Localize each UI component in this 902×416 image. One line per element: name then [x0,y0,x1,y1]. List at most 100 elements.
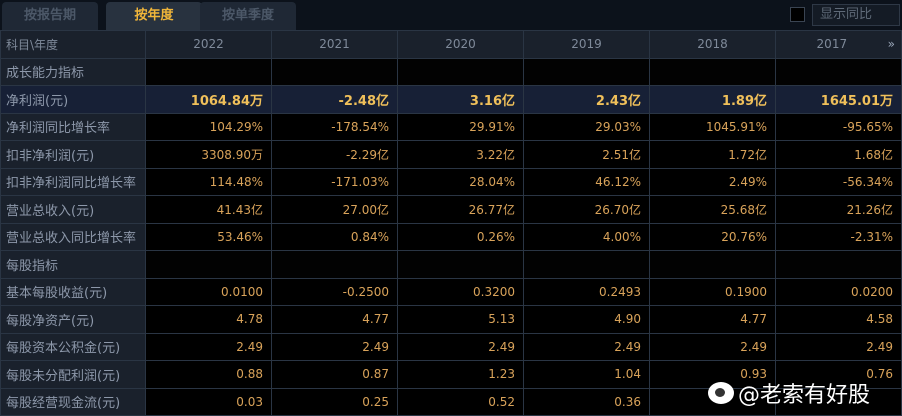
row-label: 每股资本公积金(元) [0,332,146,361]
row-label: 营业总收入(元) [0,195,146,224]
value-cell: 3.16亿 [397,85,524,114]
year-header[interactable]: 2020 [397,30,524,59]
value-cell: 0.2493 [523,277,650,306]
tab-by-report-period[interactable]: 按报告期 [2,2,98,30]
row-label: 基本每股收益(元) [0,277,146,306]
value-cell: -2.48亿 [271,85,398,114]
year-label: 2019 [571,37,602,52]
value-cell: 0.52 [397,387,524,416]
value-cell: 4.00% [523,222,650,251]
year-header[interactable]: 2021 [271,30,398,59]
value-cell: 0.25 [271,387,398,416]
value-cell: 27.00亿 [271,195,398,224]
value-cell: 0.76 [775,360,902,389]
value-cell: 2.43亿 [523,85,650,114]
value-cell: 114.48% [145,167,272,196]
value-cell: 4.77 [649,305,776,334]
tab-by-year[interactable]: 按年度 [106,2,202,30]
value-cell: 2.51亿 [523,140,650,169]
value-cell [649,57,776,86]
value-cell [145,57,272,86]
value-cell: 1.23 [397,360,524,389]
year-label: 2022 [193,37,224,52]
value-cell: 25.68亿 [649,195,776,224]
value-cell: 21.26亿 [775,195,902,224]
value-cell: 0.26% [397,222,524,251]
value-cell [775,57,902,86]
year-label: 2018 [697,37,728,52]
more-columns-icon[interactable]: » [887,37,895,52]
value-cell [649,250,776,279]
value-cell: 1045.91% [649,112,776,141]
value-cell: 0.03 [145,387,272,416]
section-row[interactable]: 每股指标 [0,250,902,279]
row-label: 每股净资产(元) [0,305,146,334]
year-header[interactable]: 2019 [523,30,650,59]
value-cell [397,250,524,279]
value-cell: -2.31% [775,222,902,251]
value-cell [145,250,272,279]
section-row[interactable]: 成长能力指标 [0,57,902,86]
value-cell: 41.43亿 [145,195,272,224]
row-label: 营业总收入同比增长率 [0,222,146,251]
table-row[interactable]: 扣非净利润(元) 3308.90万 -2.29亿 3.22亿 2.51亿 1.72亿 1.6… [0,140,902,169]
value-cell: 29.03% [523,112,650,141]
value-cell: 104.29% [145,112,272,141]
value-cell: 2.49 [145,332,272,361]
show-yoy-button[interactable]: 显示同比 [812,4,900,26]
table-row[interactable]: 每股净资产(元) 4.78 4.77 5.13 4.90 4.77 4.58 [0,305,902,334]
tab-by-quarter[interactable]: 按单季度 [200,2,296,30]
value-cell [523,57,650,86]
value-cell: 1.89亿 [649,85,776,114]
value-cell: 2.49 [523,332,650,361]
value-cell [775,250,902,279]
table-row[interactable]: 扣非净利润同比增长率 114.48% -171.03% 28.04% 46.12% 2.4… [0,167,902,196]
value-cell: 53.46% [145,222,272,251]
table-row[interactable]: 营业总收入(元) 41.43亿 27.00亿 26.77亿 26.70亿 25.68亿 21… [0,195,902,224]
row-label: 扣非净利润(元) [0,140,146,169]
value-cell: -178.54% [271,112,398,141]
value-cell: 2.49 [775,332,902,361]
value-cell: 0.0100 [145,277,272,306]
value-cell: 5.13 [397,305,524,334]
year-header[interactable]: 2022 [145,30,272,59]
value-cell: 29.91% [397,112,524,141]
financial-table: 科目\年度 2022 2021 2020 2019 2018 2017 » 成长能力指标 净利… [0,30,902,416]
value-cell: -0.2500 [271,277,398,306]
value-cell: 26.77亿 [397,195,524,224]
table-row[interactable]: 净利润(元) 1064.84万 -2.48亿 3.16亿 2.43亿 1.89亿 1645.… [0,85,902,114]
value-cell: 20.76% [649,222,776,251]
value-cell: 4.90 [523,305,650,334]
value-cell: 1.04 [523,360,650,389]
table-row[interactable]: 净利润同比增长率 104.29% -178.54% 29.91% 29.03% 1045.… [0,112,902,141]
table-row[interactable]: 每股资本公积金(元) 2.49 2.49 2.49 2.49 2.49 2.49 [0,332,902,361]
show-yoy-checkbox[interactable] [790,7,805,22]
value-cell: -2.29亿 [271,140,398,169]
value-cell: 28.04% [397,167,524,196]
table-row[interactable]: 营业总收入同比增长率 53.46% 0.84% 0.26% 4.00% 20.76% -2.… [0,222,902,251]
watermark-text: @老索有好股 [738,383,871,408]
value-cell [271,57,398,86]
value-cell: 0.36 [523,387,650,416]
value-cell: 0.88 [145,360,272,389]
year-header[interactable]: 2017 » [775,30,902,59]
year-label: 2021 [319,37,350,52]
value-cell: 3308.90万 [145,140,272,169]
row-label: 净利润(元) [0,85,146,114]
value-cell: 1645.01万 [775,85,902,114]
value-cell: 0.87 [271,360,398,389]
value-cell: -56.34% [775,167,902,196]
value-cell: 4.78 [145,305,272,334]
value-cell: 0.84% [271,222,398,251]
value-cell: 1064.84万 [145,85,272,114]
value-cell: 0.0200 [775,277,902,306]
tab-bar: 按报告期 按年度 按单季度 显示同比 [0,0,902,30]
value-cell: 0.3200 [397,277,524,306]
year-header[interactable]: 2018 [649,30,776,59]
value-cell [271,250,398,279]
year-label: 2017 [816,37,848,52]
table-row[interactable]: 基本每股收益(元) 0.0100 -0.2500 0.3200 0.2493 0.1900… [0,277,902,306]
row-label: 每股经营现金流(元) [0,387,146,416]
weibo-icon [708,382,734,404]
value-cell [397,57,524,86]
